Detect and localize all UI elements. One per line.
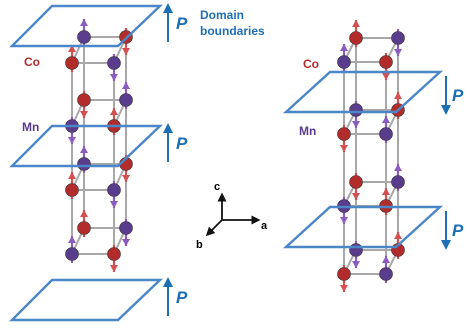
mn-atom (77, 30, 91, 44)
mn-atom (391, 175, 405, 189)
mn-spin-arrowhead (110, 201, 118, 208)
mn-spin-arrowhead (68, 236, 76, 243)
p-label-bottom-right: P (452, 221, 464, 240)
co-spin-arrowhead (122, 48, 130, 55)
co-spin-arrowhead (68, 45, 76, 52)
mn-atom (349, 243, 363, 257)
co-spin-arrowhead (352, 20, 360, 27)
boundary-plane-mid-left (9, 124, 163, 168)
mn-spin-arrowhead (382, 256, 390, 263)
a-axis-label: a (261, 220, 268, 232)
mn-spin-arrowhead (110, 74, 118, 81)
mn-spin-arrowhead (394, 49, 402, 56)
p-label-top-right: P (452, 86, 464, 105)
mn-atom (119, 93, 133, 107)
domain-boundaries-label-line2: boundaries (200, 24, 265, 38)
co-spin-arrowhead (68, 172, 76, 179)
co-spin-arrowhead (340, 285, 348, 292)
co-label-right: Co (303, 57, 319, 71)
mn-atom (107, 56, 121, 70)
co-atom (107, 247, 121, 261)
crystal-axes: c a b (196, 181, 268, 251)
mn-atom (379, 267, 393, 281)
p-label-top-left: P (176, 14, 188, 33)
boundary-plane-top-left (9, 4, 163, 48)
mn-atom (119, 221, 133, 235)
co-atom (65, 183, 79, 197)
b-axis-label: b (196, 239, 203, 251)
co-atom (379, 55, 393, 69)
co-spin-arrowhead (80, 111, 88, 118)
boundary-plane-bottom-right (282, 205, 444, 249)
co-spin-arrowhead (382, 188, 390, 195)
mn-atom (337, 55, 351, 69)
boundary-plane-top-right (282, 70, 444, 114)
mn-spin-arrowhead (340, 217, 348, 224)
atom-layer (65, 30, 405, 281)
co-spin-arrowhead (382, 73, 390, 80)
co-atom (65, 56, 79, 70)
mn-atom (65, 247, 79, 261)
co-spin-arrowhead (340, 145, 348, 152)
mn-atom (349, 103, 363, 117)
co-spin-arrowhead (394, 232, 402, 239)
mn-atom (379, 127, 393, 141)
domain-boundaries-label-line1: Domain (200, 8, 244, 22)
mn-atom (77, 157, 91, 171)
mn-spin-arrowhead (352, 121, 360, 128)
co-atom (77, 93, 91, 107)
mn-spin-arrowhead (352, 261, 360, 268)
mn-label-right: Mn (299, 124, 316, 138)
mn-spin-arrowhead (340, 44, 348, 51)
co-atom (349, 31, 363, 45)
co-atom (349, 175, 363, 189)
mn-label-left: Mn (22, 120, 39, 134)
p-label-mid-left: P (176, 134, 188, 153)
c-axis-label: c (214, 181, 220, 193)
boundary-plane-bottom-left (9, 278, 163, 322)
mn-spin-arrowhead (122, 82, 130, 89)
mn-spin-arrowhead (80, 146, 88, 153)
mn-spin-arrowhead (122, 239, 130, 246)
co-spin-arrowhead (80, 210, 88, 217)
co-atom (77, 221, 91, 235)
co-spin-arrowhead (122, 175, 130, 182)
co-spin-arrowhead (394, 92, 402, 99)
mn-atom (391, 31, 405, 45)
co-label-left: Co (24, 55, 40, 69)
mn-spin-arrowhead (80, 19, 88, 26)
mn-atom (107, 183, 121, 197)
mn-spin-arrowhead (68, 137, 76, 144)
polarization-arrows (163, 3, 451, 316)
co-spin-arrowhead (110, 108, 118, 115)
mn-spin-arrowhead (382, 116, 390, 123)
co-atom (337, 127, 351, 141)
co-spin-arrowhead (110, 265, 118, 272)
domain-boundary-planes (9, 4, 444, 322)
p-label-bottom-left: P (176, 288, 188, 307)
b-axis-arrow (205, 219, 223, 237)
mn-spin-arrowhead (394, 164, 402, 171)
co-spin-arrowhead (352, 193, 360, 200)
co-atom (337, 267, 351, 281)
